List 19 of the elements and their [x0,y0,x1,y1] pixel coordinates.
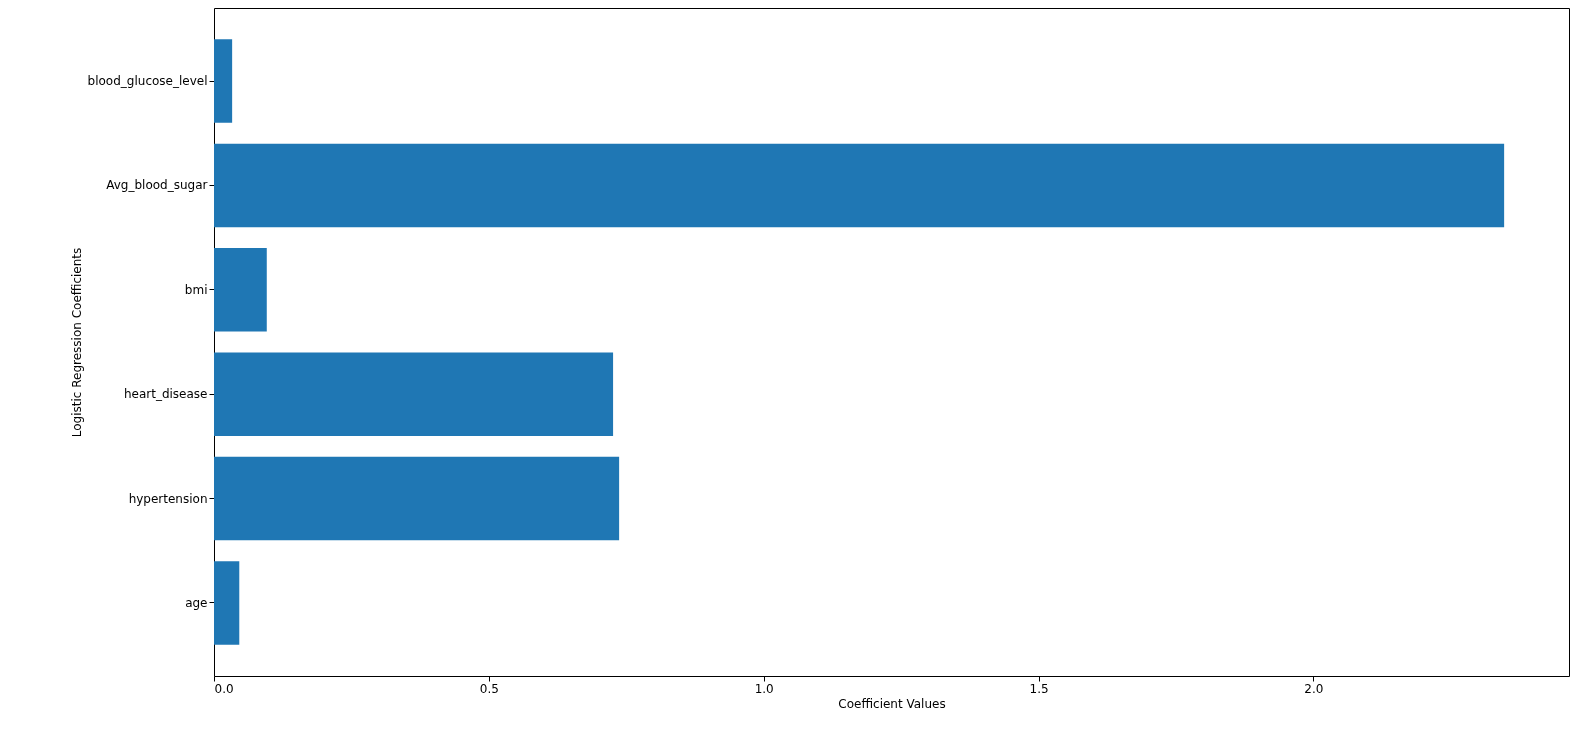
y-tick-label: heart_disease [123,387,208,402]
y-tick-label: hypertension [128,491,208,506]
x-tick-label: 1.5 [1029,681,1049,696]
x-tick-label: 0.5 [479,681,499,696]
bar [214,143,1505,228]
bar [214,561,240,645]
y-tick-label: age [185,595,208,610]
bar [214,352,614,436]
y-tick-label: blood_glucose_level [87,74,208,89]
y-tick-label: bmi [184,282,208,297]
bar [214,39,233,123]
y-axis-title: Logistic Regression Coefficients [69,247,84,438]
x-tick-label: 0.0 [214,681,234,696]
x-tick-label: 2.0 [1304,681,1324,696]
y-tick-label: Avg_blood_sugar [106,178,208,193]
bar [214,248,267,332]
bar [214,456,620,541]
x-axis-title: Coefficient Values [838,696,946,711]
x-tick-label: 1.0 [754,681,774,696]
